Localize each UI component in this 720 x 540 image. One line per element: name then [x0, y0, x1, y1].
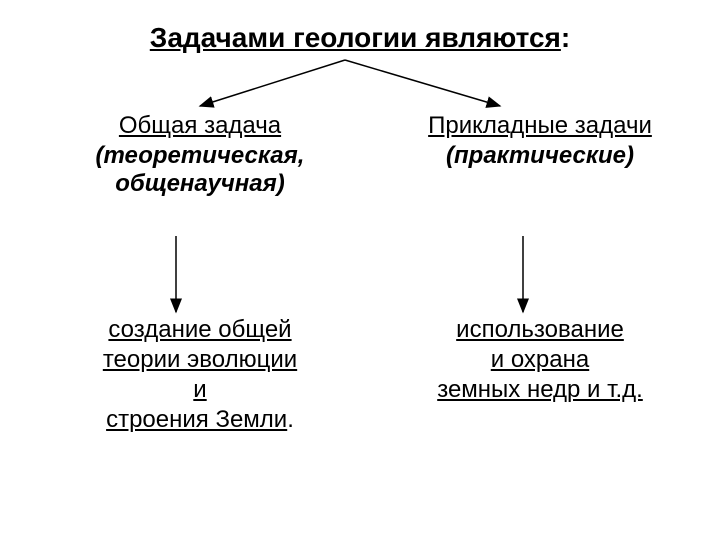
right-branch-title: Прикладные задачи	[395, 112, 685, 140]
arrow-top-right	[345, 60, 500, 106]
right-result-line-3: земных недр и т.д.	[437, 376, 643, 403]
left-result-line-1: создание общей	[108, 316, 291, 343]
diagram-title: Задачами геологии являются:	[0, 22, 720, 54]
left-result-line-2: теории эволюции	[103, 346, 297, 373]
left-result: создание общей теории эволюции и строени…	[70, 316, 330, 436]
left-result-line-3: и	[193, 376, 206, 403]
left-branch: Общая задача (теоретическая, общенаучная…	[70, 112, 330, 198]
right-result-line-1: использование	[456, 316, 624, 343]
right-result-line-2: и охрана	[491, 346, 589, 373]
left-branch-title: Общая задача	[70, 112, 330, 140]
right-branch-subtitle: (практические)	[395, 142, 685, 170]
left-result-line-5: .	[287, 406, 294, 433]
title-suffix: :	[561, 22, 570, 53]
right-result: использование и охрана земных недр и т.д…	[395, 316, 685, 406]
title-underlined: Задачами геологии являются	[150, 22, 561, 53]
right-branch: Прикладные задачи (практические)	[395, 112, 685, 170]
left-result-line-4: строения Земли	[106, 406, 287, 433]
diagram-arrows	[0, 0, 720, 540]
arrow-top-left	[200, 60, 345, 106]
left-branch-subtitle: (теоретическая, общенаучная)	[70, 142, 330, 198]
